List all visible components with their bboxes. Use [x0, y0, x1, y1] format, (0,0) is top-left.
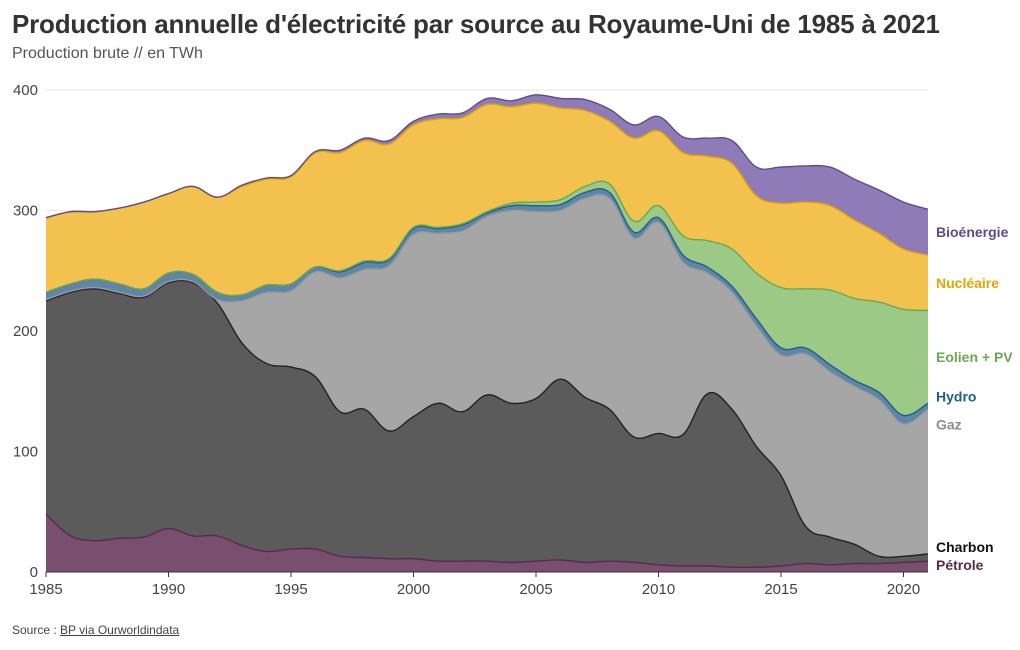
series-label-gaz: Gaz: [936, 416, 962, 432]
area-outline: [45, 180, 929, 312]
area-bio-nergie: [46, 94, 928, 256]
area-outline: [45, 279, 929, 559]
chart-subtitle: Production brute // en TWh: [12, 45, 203, 62]
x-tick-label: 2005: [519, 581, 552, 598]
y-tick-label: 300: [13, 203, 38, 220]
y-axis: 0 100 200 300 400: [13, 82, 38, 581]
source-prefix: Source :: [12, 623, 61, 637]
x-tick-label: 2015: [764, 581, 797, 598]
y-tick-label: 200: [13, 323, 38, 340]
area-charbon: [46, 280, 928, 568]
series-label-charbon: Charbon: [936, 539, 994, 555]
area-outline: [45, 94, 929, 219]
area-eolien-pv: [46, 181, 928, 416]
x-tick-label: 2000: [397, 581, 430, 598]
area-outline: [45, 194, 929, 425]
chart-title: Production annuelle d'électricité par so…: [12, 9, 940, 39]
area-gaz: [46, 194, 928, 558]
area-layers: [45, 94, 929, 572]
y-tick-label: 400: [13, 82, 38, 99]
series-label-eolien-pv: Eolien + PV: [936, 349, 1013, 365]
series-label-hydro: Hydro: [936, 388, 976, 404]
x-tick-label: 2010: [642, 581, 675, 598]
area-outline: [45, 513, 929, 569]
source-note: Source : BP via Ourworldindata: [12, 623, 179, 637]
series-label-p-trole: Pétrole: [936, 557, 984, 573]
x-tick-label: 1990: [152, 581, 185, 598]
y-tick-label: 100: [13, 444, 38, 461]
series-label-nucl-aire: Nucléaire: [936, 275, 999, 291]
x-axis: 1985 1990 1995 2000 2005 2010 2015 2020: [29, 571, 928, 598]
y-tick-label: 0: [30, 564, 38, 581]
source-link[interactable]: BP via Ourworldindata: [60, 623, 180, 637]
series-labels: Pétrole Charbon Gaz Hydro Eolien + PV Nucléai…: [936, 224, 1013, 573]
x-tick-label: 1995: [274, 581, 307, 598]
x-tick-label: 2020: [887, 581, 920, 598]
x-tick-label: 1985: [29, 581, 62, 598]
area-p-trole: [46, 514, 928, 572]
area-nucl-aire: [46, 103, 928, 311]
series-label-bio-nergie: Bioénergie: [936, 224, 1009, 240]
